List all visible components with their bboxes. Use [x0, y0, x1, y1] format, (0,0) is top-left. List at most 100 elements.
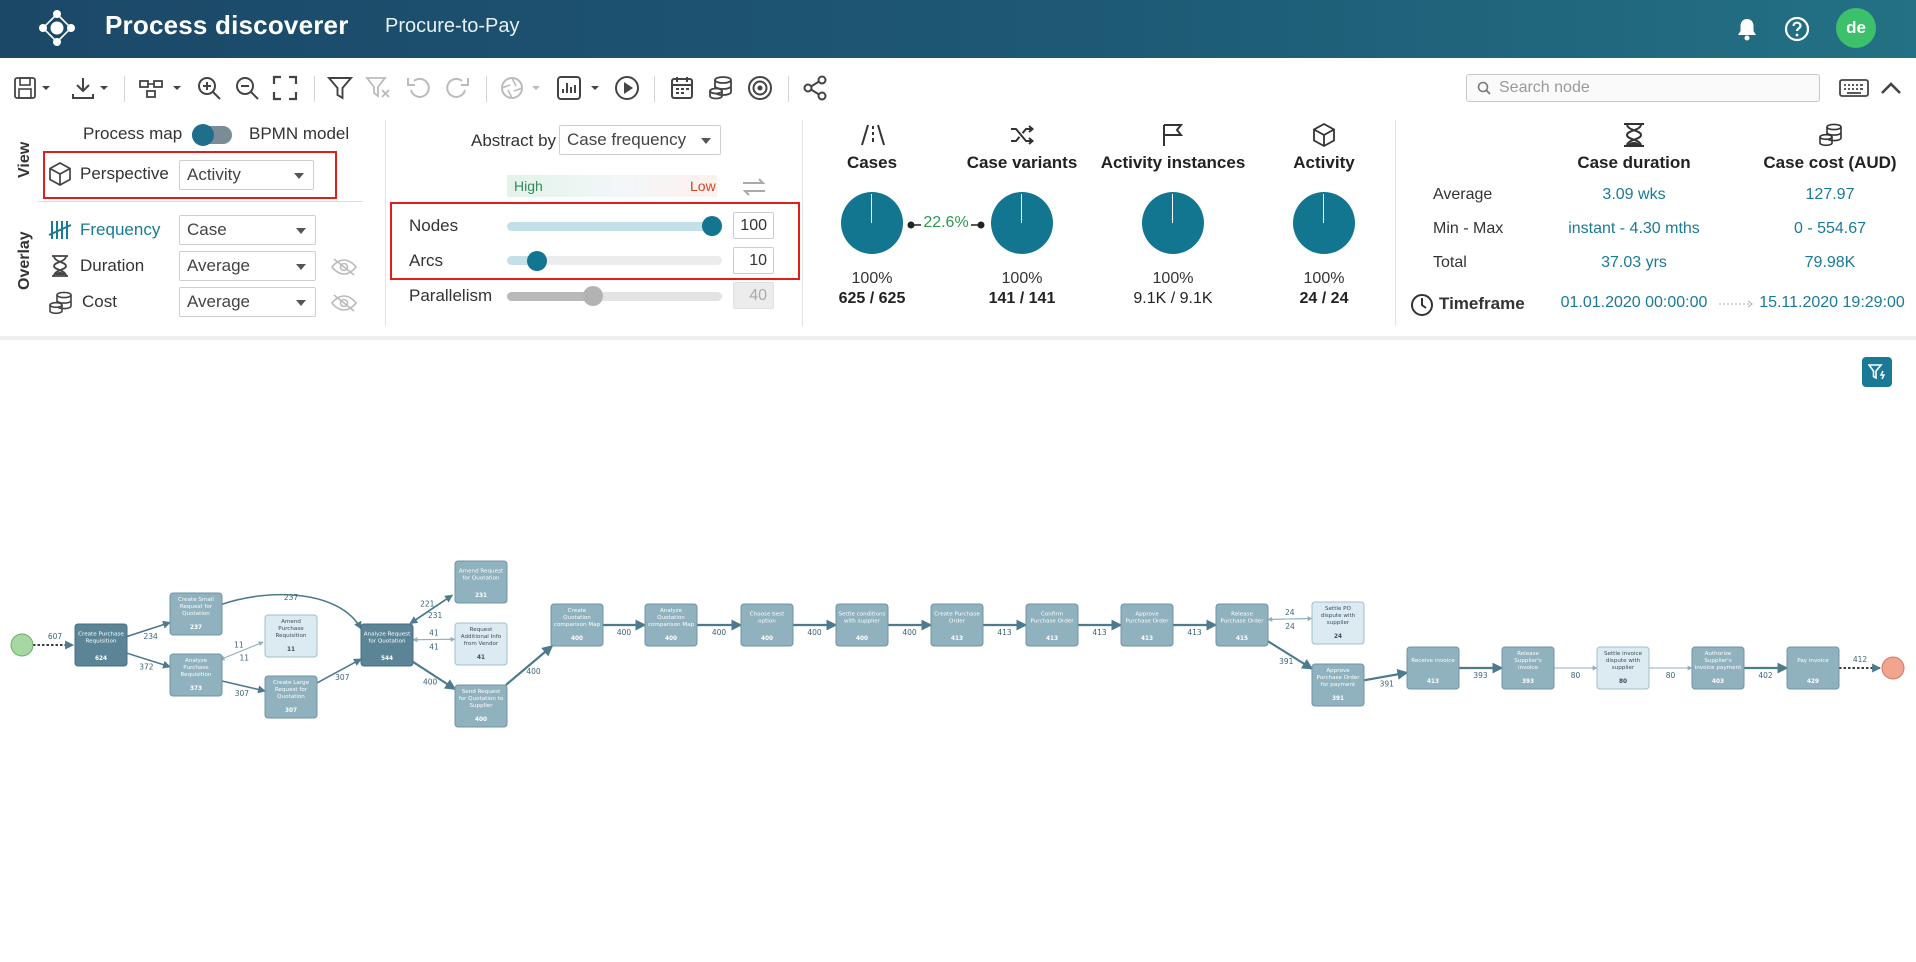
parallelism-slider-track[interactable] [507, 292, 722, 301]
download-icon[interactable] [68, 72, 114, 104]
edge-n19-n20[interactable] [1363, 668, 1409, 682]
help-icon[interactable] [1782, 14, 1812, 44]
target-icon[interactable] [745, 72, 775, 104]
activity-node-count: 231 [475, 593, 487, 599]
activity-node-label: for payment [1321, 682, 1356, 688]
perspective-select[interactable]: Activity [179, 160, 314, 190]
duration-select[interactable]: Average [179, 251, 316, 281]
play-icon[interactable] [612, 72, 642, 104]
layout-icon[interactable] [136, 72, 186, 104]
calendar-icon[interactable] [667, 72, 697, 104]
view-mode-toggle[interactable] [192, 124, 232, 146]
activity-node[interactable]: Receive invoice 413 [1406, 646, 1460, 690]
frequency-select[interactable]: Case [179, 215, 316, 245]
start-node[interactable] [10, 633, 34, 657]
clear-filter-icon[interactable] [363, 72, 393, 104]
end-node[interactable] [1881, 656, 1905, 680]
app-logo-icon[interactable] [38, 9, 76, 47]
keyboard-icon[interactable] [1838, 72, 1870, 104]
share-icon[interactable] [800, 72, 830, 104]
abstract-by-select[interactable]: Case frequency [559, 125, 721, 155]
activity-node-box [454, 622, 508, 666]
fit-screen-icon[interactable] [270, 72, 300, 104]
activity-node-box [740, 603, 794, 647]
activity-node-label: Release [1231, 612, 1253, 618]
bell-icon[interactable] [1732, 14, 1762, 44]
nodes-slider-handle[interactable] [702, 216, 722, 236]
timeframe-start[interactable]: 01.01.2020 00:00:00 [1560, 294, 1708, 311]
edge-n9-n10[interactable] [505, 645, 554, 686]
collapse-icon[interactable] [1876, 72, 1906, 104]
edge-n3-n5[interactable] [221, 680, 266, 694]
activity-node-box [169, 653, 223, 697]
panel-divider-1 [385, 120, 386, 326]
search-node-box[interactable] [1466, 74, 1820, 102]
aperture-icon[interactable] [498, 72, 544, 104]
project-name[interactable]: Procure-to-Pay [385, 15, 520, 37]
zoom-out-icon[interactable] [232, 72, 262, 104]
canvas-filter-button[interactable] [1862, 357, 1892, 387]
timeframe-end[interactable]: 15.11.2020 19:29:00 [1759, 294, 1905, 311]
edge-n6-n9[interactable] [412, 660, 457, 691]
edge-n17-n19[interactable] [1267, 640, 1314, 670]
activity-node-label: Analyze Request [364, 632, 411, 638]
toolbar-divider [124, 76, 125, 102]
undo-icon[interactable] [404, 72, 434, 104]
activity-node-label: Amend [281, 619, 301, 625]
arcs-slider-track[interactable] [507, 256, 722, 265]
edge-n1-n2[interactable] [126, 620, 171, 638]
swap-icon[interactable] [741, 176, 767, 198]
cases-count: 625 / 625 [838, 290, 906, 307]
nodes-value-input[interactable]: 100 [733, 212, 774, 239]
search-icon [1477, 81, 1491, 95]
edge-n18-n17[interactable] [1267, 616, 1312, 622]
search-node-input[interactable] [1499, 79, 1799, 97]
activity-node-label: dispute with [1321, 613, 1356, 619]
filter-icon[interactable] [325, 72, 355, 104]
chart-icon[interactable] [554, 72, 604, 104]
parallelism-slider-handle[interactable] [583, 286, 603, 306]
edge-n1-n3[interactable] [126, 652, 171, 669]
edge-n5-n6[interactable] [316, 658, 362, 684]
save-icon[interactable] [10, 72, 56, 104]
nodes-slider-track[interactable] [507, 222, 722, 231]
database-icon[interactable] [706, 72, 736, 104]
edge-n2-n6[interactable] [221, 593, 362, 630]
arcs-value-input[interactable]: 10 [733, 247, 774, 274]
eye-off-icon[interactable] [330, 293, 358, 313]
arcs-slider-handle[interactable] [526, 251, 547, 271]
edge-count-label: 413 [1092, 628, 1107, 637]
user-avatar[interactable]: de [1836, 8, 1876, 48]
cost-select[interactable]: Average [179, 287, 316, 317]
redo-icon[interactable] [442, 72, 472, 104]
zoom-in-icon[interactable] [194, 72, 224, 104]
eye-off-icon[interactable] [330, 257, 358, 277]
chevron-down-icon [296, 300, 306, 306]
activity-node[interactable]: Pay invoice 429 [1786, 646, 1840, 690]
edge-n4-n3[interactable] [219, 641, 264, 661]
edge-n7-n6[interactable] [409, 594, 453, 625]
activity-node-label: Receive invoice [1411, 658, 1455, 664]
